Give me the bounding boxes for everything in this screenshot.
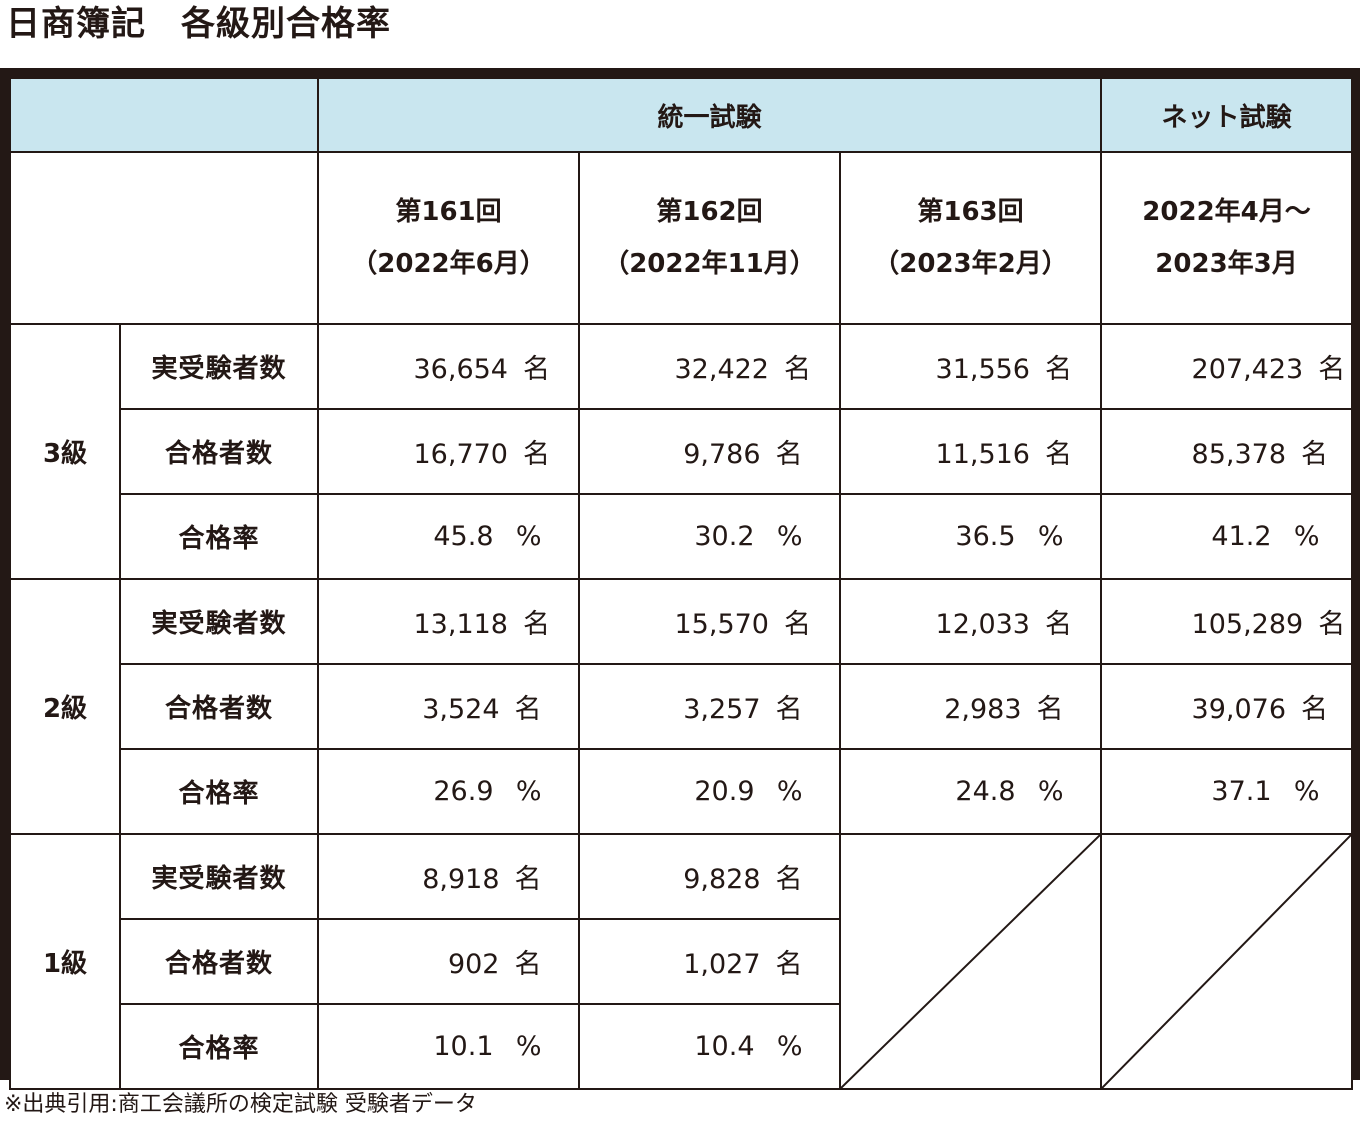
table-cell: 32,422 名 xyxy=(578,323,841,410)
page-title: 日商簿記 各級別合格率 xyxy=(6,4,391,44)
table-cell: 20.9% xyxy=(578,748,841,835)
metric-rate: 合格率 xyxy=(119,493,319,580)
session-header-162: 第162回 （2022年11月） xyxy=(578,151,841,325)
table-cell: 11,516 名 xyxy=(838,408,1103,495)
metric-passers: 合格者数 xyxy=(119,918,319,1005)
metric-rate: 合格率 xyxy=(119,1003,319,1090)
table-cell: 3,524 名 xyxy=(317,663,580,750)
table-frame: 統一試験 ネット試験 第161回 （2022年6月） 第162回 （2022年11月… xyxy=(0,68,1360,1090)
table-cell: 207,423 名 xyxy=(1100,323,1354,410)
metric-examinees: 実受験者数 xyxy=(119,323,319,410)
table-cell: 902 名 xyxy=(317,918,580,1005)
metric-rate: 合格率 xyxy=(119,748,319,835)
unified-exam-header: 統一試験 xyxy=(316,77,1103,153)
grade-label-2: 2級 xyxy=(9,578,121,835)
table-cell: 8,918 名 xyxy=(317,833,580,920)
net-exam-header: ネット試験 xyxy=(1100,77,1354,153)
table-cell: 26.9% xyxy=(317,748,580,835)
table-cell: 39,076 名 xyxy=(1100,663,1354,750)
table-cell: 85,378 名 xyxy=(1100,408,1354,495)
session-header-161: 第161回 （2022年6月） xyxy=(317,151,580,325)
table-cell: 10.1% xyxy=(317,1003,580,1090)
table-cell: 1,027 名 xyxy=(578,918,841,1005)
corner-header xyxy=(9,77,319,153)
blank-header xyxy=(9,151,319,325)
table-cell: 31,556 名 xyxy=(838,323,1103,410)
table-cell: 37.1% xyxy=(1100,748,1354,835)
table-cell: 30.2% xyxy=(578,493,841,580)
table-cell: 41.2% xyxy=(1100,493,1354,580)
table-cell: 15,570 名 xyxy=(578,578,841,665)
grade-label-1: 1級 xyxy=(9,833,121,1090)
table-cell: 10.4% xyxy=(578,1003,841,1090)
session-header-net: 2022年4月～ 2023年3月 xyxy=(1100,151,1354,325)
table-cell: 36,654 名 xyxy=(317,323,580,410)
table-cell: 2,983 名 xyxy=(838,663,1103,750)
metric-passers: 合格者数 xyxy=(119,663,319,750)
table-cell: 16,770 名 xyxy=(317,408,580,495)
session-header-163: 第163回 （2023年2月） xyxy=(838,151,1103,325)
table-cell: 3,257 名 xyxy=(578,663,841,750)
metric-examinees: 実受験者数 xyxy=(119,578,319,665)
table-cell: 45.8% xyxy=(317,493,580,580)
table-cell: 9,828 名 xyxy=(578,833,841,920)
metric-passers: 合格者数 xyxy=(119,408,319,495)
table-cell: 24.8% xyxy=(838,748,1103,835)
pass-rate-table: 統一試験 ネット試験 第161回 （2022年6月） 第162回 （2022年11月… xyxy=(9,77,1354,1090)
table-cell: 36.5% xyxy=(838,493,1103,580)
metric-examinees: 実受験者数 xyxy=(119,833,319,920)
grade-label-3: 3級 xyxy=(9,323,121,580)
table-cell: 105,289 名 xyxy=(1100,578,1354,665)
source-footnote: ※出典引用:商工会議所の検定試験 受験者データ xyxy=(4,1092,477,1117)
table-cell: 12,033 名 xyxy=(838,578,1103,665)
table-cell: 9,786 名 xyxy=(578,408,841,495)
not-applicable-cell xyxy=(838,833,1103,1090)
diagonal-slash-icon xyxy=(841,835,1100,1088)
table-cell: 13,118 名 xyxy=(317,578,580,665)
diagonal-slash-icon xyxy=(1102,835,1351,1088)
not-applicable-cell xyxy=(1100,833,1354,1090)
